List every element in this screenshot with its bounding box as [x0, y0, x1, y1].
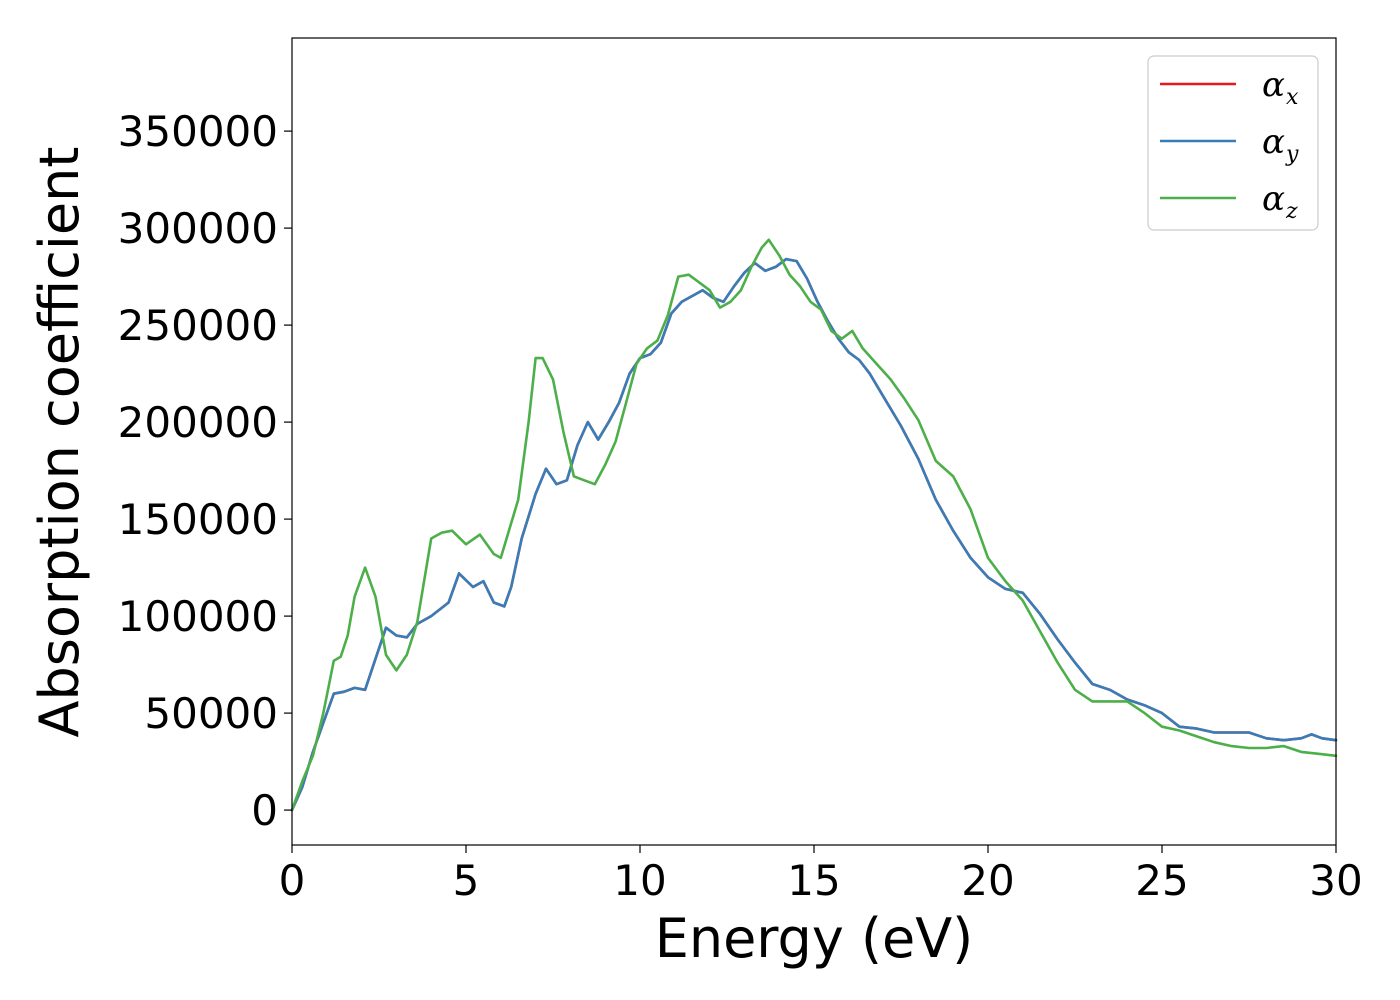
- y-tick-label: 350000: [118, 107, 278, 156]
- x-tick-label: 25: [1135, 856, 1188, 905]
- y-tick-label: 100000: [118, 592, 278, 641]
- x-tick-label: 30: [1309, 856, 1362, 905]
- y-tick-label: 250000: [118, 301, 278, 350]
- x-tick-label: 20: [961, 856, 1014, 905]
- y-axis-ticks: 0 50000 100000 150000 200000 250000 300000 3500…: [118, 107, 292, 835]
- x-tick-label: 10: [613, 856, 666, 905]
- series-layer: [290, 238, 1338, 812]
- x-tick-label: 5: [453, 856, 480, 905]
- y-tick-label: 300000: [118, 204, 278, 253]
- x-axis-ticks: 0 5 10 15 20 25 30: [279, 845, 1363, 905]
- legend-box: [1147, 55, 1319, 231]
- x-tick-label: 15: [787, 856, 840, 905]
- series-line-z: [290, 238, 1338, 812]
- y-tick-label: 0: [251, 786, 278, 835]
- x-tick-label: 0: [279, 856, 306, 905]
- x-axis-label: Energy (eV): [655, 907, 974, 970]
- y-tick-label: 50000: [144, 689, 278, 738]
- y-tick-label: 200000: [118, 398, 278, 447]
- y-axis-label: Absorption coefficient: [28, 147, 91, 738]
- series-line-y: [290, 257, 1338, 812]
- y-tick-label: 150000: [118, 495, 278, 544]
